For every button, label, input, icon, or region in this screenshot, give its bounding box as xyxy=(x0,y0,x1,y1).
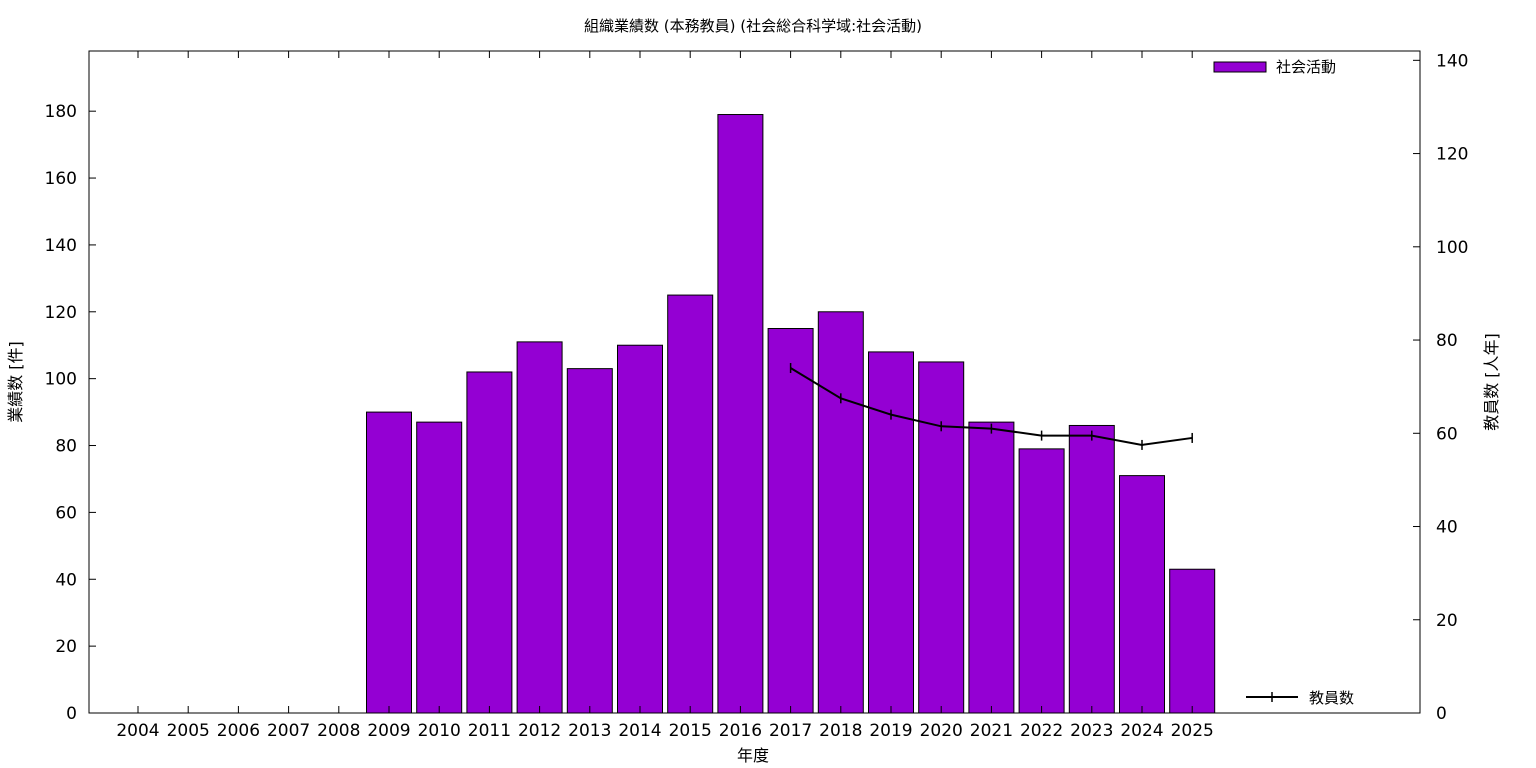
bar-2015 xyxy=(667,294,714,714)
y-tick-label-60: 60 xyxy=(55,503,77,523)
legend-bar: 社会活動 xyxy=(1213,58,1336,76)
y2-tick-label-80: 80 xyxy=(1436,331,1458,351)
x-tick-label-2012: 2012 xyxy=(518,721,561,741)
y-axis-label: 業績数 [件] xyxy=(6,341,25,423)
bar-2019 xyxy=(868,351,914,714)
y2-tick-label-20: 20 xyxy=(1436,611,1458,631)
x-tick-label-2008: 2008 xyxy=(317,721,360,741)
x-tick-label-2018: 2018 xyxy=(819,721,862,741)
legend-line: 教員数 xyxy=(1246,689,1354,707)
x-tick-label-2009: 2009 xyxy=(367,721,410,741)
y2-tick-label-60: 60 xyxy=(1436,424,1458,444)
x-tick-label-2024: 2024 xyxy=(1120,721,1163,741)
y-tick-label-180: 180 xyxy=(45,102,77,122)
y2-tick-label-100: 100 xyxy=(1436,238,1468,258)
y2-tick-label-40: 40 xyxy=(1436,518,1458,538)
y-tick-label-160: 160 xyxy=(45,169,77,189)
legend-bar-label: 社会活動 xyxy=(1276,58,1336,76)
bar-2014 xyxy=(617,344,663,714)
y-tick-labels: 0 20 40 60 80 100 120 140 160 180 xyxy=(45,102,77,724)
bar-2025 xyxy=(1169,568,1216,714)
staff-line xyxy=(789,363,1193,450)
bar-2010 xyxy=(416,421,463,714)
x-tick-labels: 2004 2005 2006 2007 2008 2009 2010 2011 2012 2013… xyxy=(116,721,1213,741)
y2-tick-label-120: 120 xyxy=(1436,145,1468,165)
x-tick-label-2023: 2023 xyxy=(1070,721,1113,741)
y-tick-label-40: 40 xyxy=(55,570,77,590)
bar-2017 xyxy=(767,328,814,714)
bar-2024 xyxy=(1119,475,1165,714)
bar-2011 xyxy=(466,371,513,714)
bars xyxy=(366,114,1216,714)
x-tick-label-2010: 2010 xyxy=(418,721,461,741)
y-tick-label-0: 0 xyxy=(66,704,77,724)
x-tick-label-2013: 2013 xyxy=(568,721,611,741)
x-tick-label-2006: 2006 xyxy=(217,721,260,741)
bar-2022 xyxy=(1018,448,1065,714)
x-tick-label-2020: 2020 xyxy=(920,721,963,741)
y2-tick-label-0: 0 xyxy=(1436,704,1447,724)
legend-line-label: 教員数 xyxy=(1309,689,1354,707)
y-tick-label-120: 120 xyxy=(45,303,77,323)
y2-tick-labels: 0 20 40 60 80 100 120 140 xyxy=(1436,51,1468,724)
x-tick-label-2022: 2022 xyxy=(1020,721,1063,741)
x-tick-label-2021: 2021 xyxy=(970,721,1013,741)
y-tick-label-140: 140 xyxy=(45,236,77,256)
bar-2009 xyxy=(366,411,412,714)
bar-2012 xyxy=(516,341,563,714)
x-axis-label: 年度 xyxy=(737,746,769,765)
plot-frame xyxy=(88,50,1421,714)
x-tick-label-2014: 2014 xyxy=(618,721,661,741)
y-tick-label-80: 80 xyxy=(55,437,77,457)
x-tick-label-2005: 2005 xyxy=(167,721,210,741)
x-tick-label-2025: 2025 xyxy=(1171,721,1214,741)
x-tick-label-2004: 2004 xyxy=(116,721,159,741)
x-tick-label-2017: 2017 xyxy=(769,721,812,741)
ticks xyxy=(89,51,1420,714)
y-tick-label-20: 20 xyxy=(55,637,77,657)
x-tick-label-2015: 2015 xyxy=(669,721,712,741)
x-tick-label-2019: 2019 xyxy=(869,721,912,741)
bar-2018 xyxy=(817,311,864,714)
bar-2013 xyxy=(566,368,613,714)
y2-tick-label-140: 140 xyxy=(1436,51,1468,71)
chart-title: 組織業績数 (本務教員) (社会総合科学域:社会活動) xyxy=(584,17,922,35)
y-tick-label-100: 100 xyxy=(45,370,77,390)
bar-2020 xyxy=(918,361,965,714)
x-tick-label-2016: 2016 xyxy=(719,721,762,741)
y2-axis-label: 教員数 [人年] xyxy=(1482,333,1501,431)
x-tick-label-2007: 2007 xyxy=(267,721,310,741)
legend-bar-swatch xyxy=(1213,61,1267,73)
bar-2016 xyxy=(717,114,764,714)
x-tick-label-2011: 2011 xyxy=(468,721,511,741)
bar-2021 xyxy=(968,421,1015,714)
bar-2023 xyxy=(1068,424,1115,714)
